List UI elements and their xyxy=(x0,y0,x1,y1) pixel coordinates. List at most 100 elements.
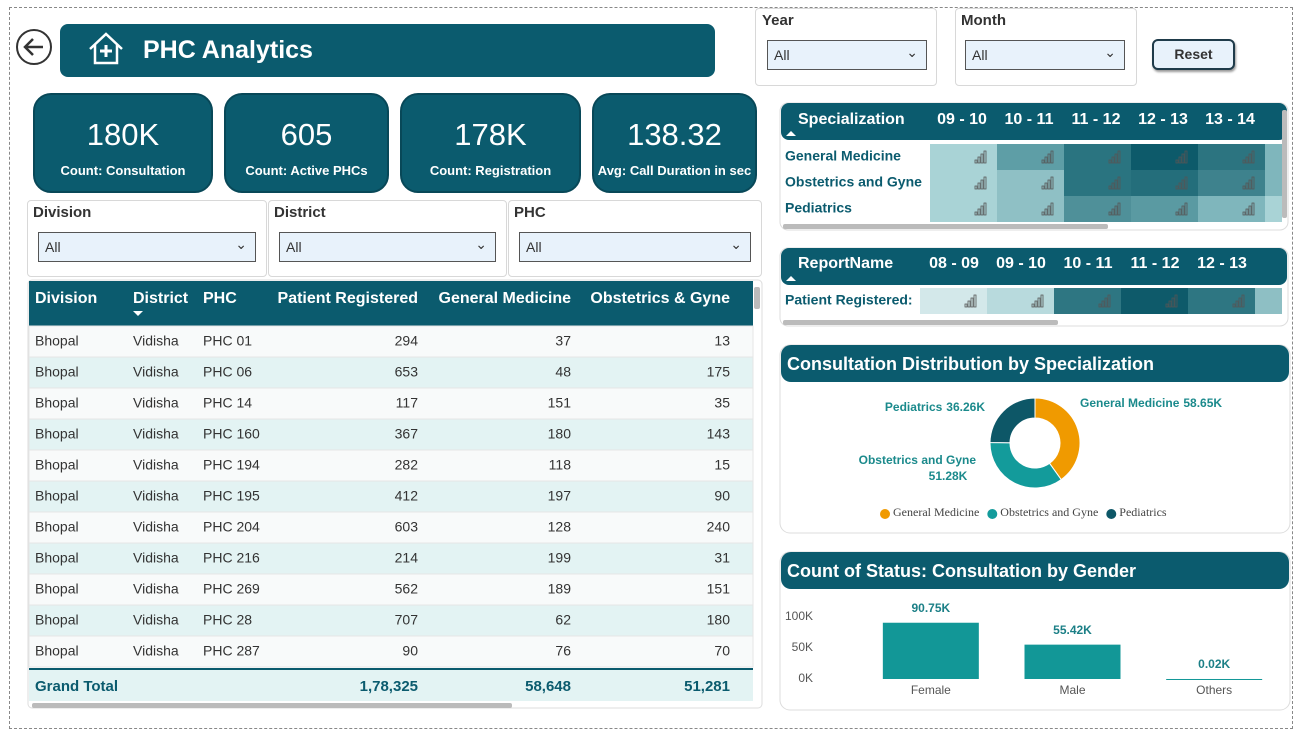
legend-marker xyxy=(987,509,998,519)
cell: 90 xyxy=(714,488,730,504)
total-value: 58,648 xyxy=(525,678,571,695)
cell: 151 xyxy=(707,581,731,597)
table-row xyxy=(28,573,754,606)
kpi-card: 605 Count: Active PHCs xyxy=(224,93,389,193)
matrix-header xyxy=(781,103,1287,140)
total-value: 51,281 xyxy=(684,678,730,695)
matrix-corner: ReportName xyxy=(798,255,893,272)
cell: PHC 194 xyxy=(203,457,260,473)
sort-arrow xyxy=(133,311,143,316)
slicer-value: All xyxy=(45,239,61,255)
matrix-column: 12 - 13 xyxy=(1138,111,1188,128)
cell: PHC 287 xyxy=(203,643,260,659)
reset-button[interactable]: Reset xyxy=(1152,39,1235,70)
matrix-column: 10 - 11 xyxy=(1005,111,1054,128)
kpi-value: 605 xyxy=(280,117,333,152)
cell: 31 xyxy=(714,550,730,566)
signal-icon xyxy=(1108,202,1121,216)
cell: 15 xyxy=(714,457,730,473)
matrix-column: 09 - 10 xyxy=(996,255,1046,272)
cell: Vidisha xyxy=(133,488,179,504)
heat-cell xyxy=(1198,144,1265,170)
cell: 143 xyxy=(707,426,731,442)
cell: 189 xyxy=(548,581,572,597)
cell: 35 xyxy=(714,395,730,411)
slice-label: Obstetrics and Gyne xyxy=(859,453,977,467)
x-tick-label: Female xyxy=(911,683,951,697)
matrix-row: Obstetrics and Gyne xyxy=(785,174,922,190)
heat-cell xyxy=(930,144,997,170)
cell: PHC 28 xyxy=(203,612,252,628)
kpi-label: Count: Registration xyxy=(429,163,552,178)
chart-title: Count of Status: Consultation by Gender xyxy=(787,561,1136,581)
slicer: Division All ⌄ xyxy=(27,200,267,277)
cell: 62 xyxy=(555,612,571,628)
signal-icon xyxy=(1175,176,1188,190)
signal-icon xyxy=(974,176,987,190)
signal-icon xyxy=(974,150,987,164)
x-tick-label: Others xyxy=(1196,683,1232,697)
matrix-column: 11 - 12 xyxy=(1131,255,1180,272)
cell: Vidisha xyxy=(133,395,179,411)
heat-cell xyxy=(1131,196,1198,222)
column-header: District xyxy=(133,290,189,307)
cell: 13 xyxy=(714,333,730,349)
heat-cell xyxy=(920,288,987,314)
cell: 70 xyxy=(714,643,730,659)
cell: PHC 14 xyxy=(203,395,252,411)
bar xyxy=(1024,644,1121,679)
chart-header xyxy=(781,552,1289,589)
cell: Bhopal xyxy=(35,581,79,597)
heat-cell xyxy=(1121,288,1188,314)
total-label: Grand Total xyxy=(35,678,118,695)
title-banner: PHC Analytics xyxy=(60,24,715,77)
dropdown[interactable]: All ⌄ xyxy=(519,232,751,262)
heat-cell xyxy=(1131,144,1198,170)
slice-value: 58.65K xyxy=(1183,396,1222,410)
donut-slice xyxy=(989,397,1036,444)
dropdown[interactable]: All ⌄ xyxy=(279,232,496,262)
dropdown[interactable]: All ⌄ xyxy=(38,232,256,262)
slice-label: General Medicine xyxy=(1080,396,1180,410)
y-tick-label: 0K xyxy=(798,671,813,685)
cell: Bhopal xyxy=(35,364,79,380)
signal-icon xyxy=(964,294,977,308)
table-row xyxy=(28,387,754,420)
cell: Bhopal xyxy=(35,550,79,566)
dropdown[interactable]: All ⌄ xyxy=(767,40,927,70)
slicer-label: Division xyxy=(33,204,92,221)
cell: Bhopal xyxy=(35,612,79,628)
cell: PHC 269 xyxy=(203,581,260,597)
bar xyxy=(882,622,979,679)
signal-icon xyxy=(1041,176,1054,190)
label: Month xyxy=(961,12,1006,29)
cell: 151 xyxy=(548,395,572,411)
cell: 180 xyxy=(548,426,572,442)
heat-cell xyxy=(1265,196,1282,222)
kpi-label: Avg: Call Duration in sec xyxy=(597,163,752,178)
year-slicer: Year All ⌄ xyxy=(755,8,937,86)
slicer: District All ⌄ xyxy=(268,200,507,277)
matrix-corner: Specialization xyxy=(798,111,905,128)
cell: Bhopal xyxy=(35,457,79,473)
scrollbar xyxy=(754,287,760,309)
heat-cell xyxy=(1188,288,1255,314)
cell: 294 xyxy=(395,333,419,349)
cell: PHC 160 xyxy=(203,426,260,442)
total-row xyxy=(29,670,753,701)
cell: 197 xyxy=(548,488,572,504)
scrollbar xyxy=(783,224,1108,229)
cell: Bhopal xyxy=(35,426,79,442)
scrollbar xyxy=(783,320,1058,325)
cell: Bhopal xyxy=(35,488,79,504)
legend-marker xyxy=(880,509,890,519)
cell: Bhopal xyxy=(35,333,79,349)
slicer-label: PHC xyxy=(514,204,546,221)
back-button[interactable] xyxy=(15,28,55,68)
slice-label: Pediatrics xyxy=(885,400,943,414)
signal-icon xyxy=(974,202,987,216)
dropdown[interactable]: All ⌄ xyxy=(965,40,1125,70)
kpi-value: 138.32 xyxy=(627,117,722,152)
heat-cell xyxy=(1265,170,1282,196)
